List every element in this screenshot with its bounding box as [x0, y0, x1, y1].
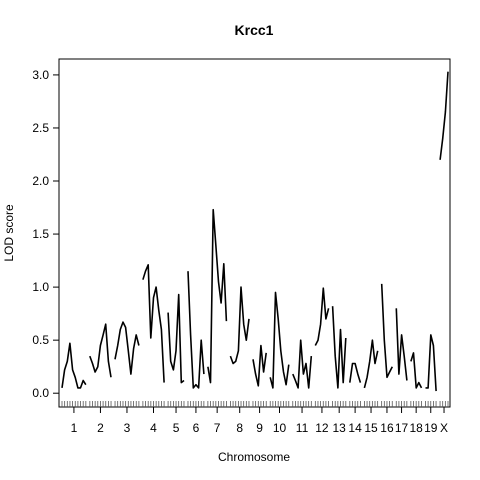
lod-line-chr-19: [425, 334, 437, 392]
x-axis: 1 2 3 4 5 6 7 8 9 10 11 12 13 14 15 16 17 18 19 X: [71, 407, 448, 435]
x-tick-label: 3: [124, 421, 131, 435]
x-tick-label: 19: [424, 421, 438, 435]
lod-line-chr-13: [331, 306, 347, 389]
lod-line-chr-2: [89, 323, 112, 378]
x-tick-label: 10: [273, 421, 287, 435]
marker-ticks: [61, 401, 449, 407]
x-tick-label: 12: [315, 421, 329, 435]
y-axis-label: LOD score: [2, 204, 16, 262]
y-tick-label: 0.5: [32, 333, 49, 347]
x-tick-label: 5: [173, 421, 180, 435]
y-tick-label: 0.0: [32, 386, 49, 400]
x-tick-label: 17: [395, 421, 409, 435]
lod-line-chr-5: [167, 293, 185, 384]
lod-line-chr-15: [363, 339, 379, 389]
x-tick-label: 16: [380, 421, 394, 435]
lod-line-chr-17: [395, 308, 408, 381]
lod-line-chr-4: [142, 263, 165, 383]
x-tick-label: 8: [236, 421, 243, 435]
chart-title: Krcc1: [235, 22, 274, 38]
lod-line-chr-16: [380, 283, 394, 379]
y-tick-label: 1.5: [32, 227, 49, 241]
y-tick-label: 2.0: [32, 174, 49, 188]
y-tick-label: 3.0: [32, 68, 49, 82]
lod-line-chr-12: [314, 287, 330, 346]
y-tick-label: 2.5: [32, 121, 49, 135]
lod-line-chr-11: [292, 339, 313, 389]
x-tick-label: 18: [409, 421, 423, 435]
lod-line-chr-10: [269, 291, 290, 389]
x-tick-label: 6: [193, 421, 200, 435]
lod-line-chr-7: [207, 208, 228, 384]
x-tick-label: 9: [256, 421, 263, 435]
x-axis-label: Chromosome: [218, 450, 290, 464]
x-tick-label: 15: [364, 421, 378, 435]
y-tick-label: 1.0: [32, 280, 49, 294]
lod-line-chr-3: [114, 321, 140, 375]
x-tick-label: 14: [348, 421, 362, 435]
lod-line-chr-6: [187, 271, 205, 389]
lod-line-chr-9: [252, 344, 267, 387]
x-tick-label: 2: [97, 421, 104, 435]
lod-line-chr-18: [410, 352, 423, 389]
x-tick-label: X: [440, 421, 448, 435]
lod-line-chr-X: [439, 71, 449, 160]
lod-line-chr-14: [349, 362, 362, 383]
x-tick-label: 1: [71, 421, 78, 435]
x-tick-label: 7: [214, 421, 221, 435]
lod-line-chr-8: [229, 286, 250, 365]
x-tick-label: 4: [150, 421, 157, 435]
plot-frame: [58, 58, 451, 408]
x-tick-label: 13: [333, 421, 347, 435]
x-tick-label: 11: [296, 421, 309, 435]
lod-series: [61, 71, 449, 392]
lod-line-chr-1: [61, 342, 87, 389]
y-axis: 0.0 0.5 1.0 1.5 2.0 2.5 3.0: [32, 68, 59, 400]
